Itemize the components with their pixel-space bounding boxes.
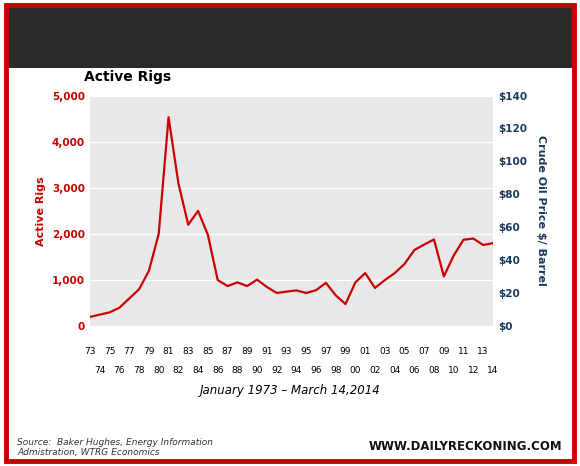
Text: 92: 92: [271, 366, 282, 375]
Text: 99: 99: [340, 347, 351, 356]
Text: Source:  Baker Hughes, Energy Information
Admistration, WTRG Economics: Source: Baker Hughes, Energy Information…: [17, 438, 213, 458]
Text: 89: 89: [241, 347, 253, 356]
Text: 95: 95: [300, 347, 312, 356]
Y-axis label: Crude Oil Price $/ Barrel: Crude Oil Price $/ Barrel: [536, 136, 546, 286]
Text: 98: 98: [330, 366, 342, 375]
Bar: [6, 5, 574, 68]
Text: 93: 93: [281, 347, 292, 356]
Text: 83: 83: [183, 347, 194, 356]
Text: 12: 12: [467, 366, 479, 375]
Text: 02: 02: [369, 366, 380, 375]
Text: 13: 13: [477, 347, 489, 356]
Text: 06: 06: [408, 366, 420, 375]
Text: 01: 01: [360, 347, 371, 356]
Text: 96: 96: [310, 366, 322, 375]
Text: 04: 04: [389, 366, 400, 375]
Text: WWW.DAILYRECKONING.COM: WWW.DAILYRECKONING.COM: [369, 440, 563, 453]
Text: 03: 03: [379, 347, 390, 356]
Text: 94: 94: [291, 366, 302, 375]
Text: 97: 97: [320, 347, 332, 356]
Text: 76: 76: [114, 366, 125, 375]
Text: January 1973 – March 14,2014: January 1973 – March 14,2014: [200, 384, 380, 397]
Text: U.S. Rotary Rig Count: U.S. Rotary Rig Count: [29, 24, 318, 48]
Text: Active Rigs: Active Rigs: [84, 70, 171, 84]
Text: 90: 90: [251, 366, 263, 375]
Text: 88: 88: [231, 366, 243, 375]
Text: 73: 73: [84, 347, 96, 356]
Text: 10: 10: [448, 366, 459, 375]
Text: 11: 11: [458, 347, 469, 356]
Text: 08: 08: [428, 366, 440, 375]
Text: 09: 09: [438, 347, 450, 356]
Y-axis label: Active Rigs: Active Rigs: [37, 176, 46, 246]
Text: 87: 87: [222, 347, 233, 356]
Text: 91: 91: [261, 347, 273, 356]
Text: 82: 82: [173, 366, 184, 375]
Text: 77: 77: [124, 347, 135, 356]
Text: 74: 74: [94, 366, 106, 375]
Text: 75: 75: [104, 347, 115, 356]
Text: 80: 80: [153, 366, 165, 375]
Text: 14: 14: [487, 366, 499, 375]
Text: 86: 86: [212, 366, 223, 375]
Text: 81: 81: [163, 347, 175, 356]
Text: 85: 85: [202, 347, 213, 356]
Text: 78: 78: [133, 366, 145, 375]
Text: 00: 00: [350, 366, 361, 375]
Text: 05: 05: [399, 347, 410, 356]
Text: 07: 07: [418, 347, 430, 356]
Text: 79: 79: [143, 347, 155, 356]
Text: 84: 84: [193, 366, 204, 375]
